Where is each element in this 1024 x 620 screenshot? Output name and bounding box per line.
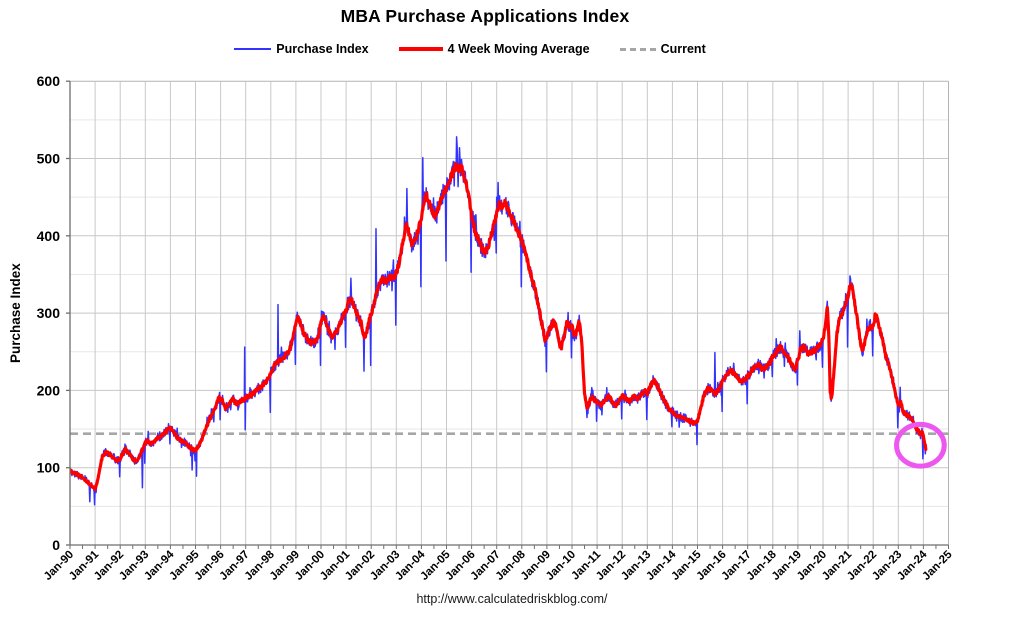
legend-item-purchase-index: Purchase Index [234,42,369,56]
moving-average-line [70,162,928,492]
y-axis-label: 600 [37,73,61,89]
legend-item-4-week-moving-average: 4 Week Moving Average [398,42,590,56]
legend-item-current: Current [619,42,706,56]
legend: Purchase Index 4 Week Moving Average Curre… [0,42,940,56]
y-axis-label: 200 [37,382,61,398]
legend-label: Purchase Index [276,42,369,56]
legend-swatch-icon [234,48,272,50]
legend-label: 4 Week Moving Average [447,42,590,56]
y-axis-label: 100 [37,460,61,476]
page-title: MBA Purchase Applications Index [340,6,630,26]
y-axis-label: 0 [52,537,60,553]
legend-swatch-icon [398,47,443,51]
highlight-circle-icon [894,421,947,469]
y-axis-label: 300 [37,305,61,321]
legend-label: Current [660,42,706,56]
y-axis-label: 400 [37,228,61,244]
legend-swatch-icon [619,47,656,51]
y-axis-label: 500 [37,151,61,167]
y-axis-title: Purchase Index [8,263,23,363]
footer-url: http://www.calculatedriskblog.com/ [416,592,608,606]
